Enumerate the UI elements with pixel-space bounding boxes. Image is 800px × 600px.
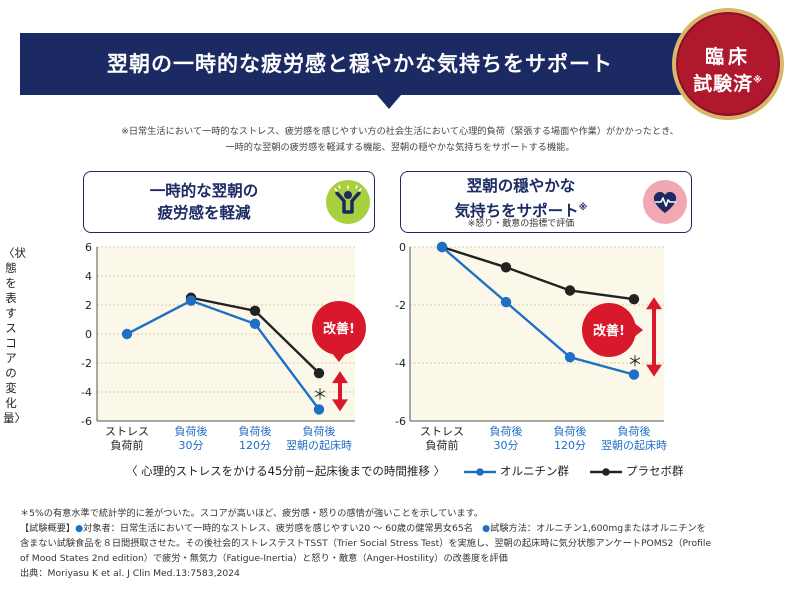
right-chart-y-tick-label: -4	[395, 357, 406, 370]
left-chart-x-tick-label: 負荷後翌朝の起床時	[286, 424, 352, 452]
right-chart-x-tick-label: ストレス負荷前	[420, 425, 464, 452]
seal-mark: ※	[753, 75, 763, 86]
left-chart-plot-background	[97, 247, 355, 421]
clinical-tested-seal: 臨床 試験済※	[672, 8, 784, 120]
right-chart-x-tick-label: 負荷後 120分	[554, 424, 587, 452]
right-chart-ornithine-point	[628, 369, 640, 380]
right-chart-placebo-point	[436, 241, 448, 253]
left-chart-y-tick-label: -6	[81, 415, 92, 428]
right-chart-ornithine-point	[500, 296, 512, 308]
banner-pointer	[377, 95, 401, 109]
left-chart-badge-pointer	[331, 352, 347, 362]
right-chart-improvement-badge	[582, 303, 636, 357]
seal-line1: 臨床	[704, 46, 751, 68]
left-chart-improvement-badge	[312, 301, 366, 355]
legend-ornithine-label: オルニチン群	[500, 464, 569, 478]
left-chart-y-tick-label: 6	[85, 241, 92, 254]
legend-placebo-swatch	[590, 468, 622, 476]
legend-ornithine-swatch	[464, 468, 496, 476]
footnote-summary-label: 【試験概要】	[20, 523, 76, 534]
left-card-title-line1: 一時的な翌朝の	[149, 182, 259, 200]
right-chart-placebo-point	[500, 262, 512, 273]
right-card-title-line2-wrap: 気持ちをサポート※	[421, 197, 621, 222]
right-card: 翌朝の穏やかな 気持ちをサポート※ ※怒り・敵意の指標で評価	[400, 171, 692, 233]
left-card-title-line2: 疲労感を軽減	[157, 204, 251, 222]
header-banner: 翌朝の一時的な疲労感と穏やかな気持ちをサポート	[20, 33, 700, 95]
right-chart-improvement-arrow-up	[646, 297, 662, 310]
right-chart-significance-star: ＊	[627, 353, 642, 371]
bullet-icon: ●	[75, 523, 84, 534]
left-chart-y-tick-label: 4	[85, 270, 92, 283]
right-chart-improvement-arrow-down	[646, 364, 662, 377]
right-card-title-line1: 翌朝の穏やかな	[466, 177, 576, 195]
right-chart-ornithine-point	[564, 352, 576, 363]
right-chart-x-tick-label: 負荷後翌朝の起床時	[601, 424, 667, 452]
heart-pulse-icon	[643, 180, 687, 224]
footnote-line4: of Mood States 2nd edition）で疲労・無気力（Fatig…	[20, 553, 508, 564]
left-chart-y-tick-label: -2	[81, 357, 92, 370]
function-note: ※日常生活において一時的なストレス、疲労感を感じやすい方の社会生活において心理的…	[20, 124, 780, 156]
left-chart-ornithine-point	[249, 318, 261, 330]
legend-ornithine: オルニチン群	[464, 463, 569, 479]
left-chart-ornithine-point	[121, 328, 133, 340]
right-chart-ornithine-line	[441, 246, 635, 376]
timeline-label: 〈 心理的ストレスをかける45分前~起床後までの時間推移 〉	[126, 464, 446, 478]
footnote-source: 出典：Moriyasu K et al. J Clin Med.13:7583,…	[20, 568, 240, 579]
footnote-line1: ＊5%の有意水準で統計学的に差がついた。スコアが高いほど、疲労感・怒りの感情が強…	[20, 508, 484, 519]
right-chart-y-tick-label: -6	[395, 415, 406, 428]
legend-placebo-label: プラセボ群	[626, 464, 684, 478]
left-chart-ornithine-line	[126, 299, 320, 411]
right-chart-badge-label: 改善!	[593, 323, 625, 339]
y-axis-title: 〈状態を表すスコアの変化量〉	[3, 246, 26, 425]
right-card-subtitle: ※怒り・敵意の指標で評価	[467, 219, 575, 229]
left-chart-x-tick-label: ストレス負荷前	[105, 425, 149, 452]
footnotes: ＊5%の有意水準で統計学的に差がついた。スコアが高いほど、疲労感・怒りの感情が強…	[20, 506, 780, 581]
left-chart-improvement-arrow-down	[332, 399, 348, 412]
left-chart-badge-label: 改善!	[323, 321, 355, 337]
right-chart-badge-pointer	[633, 322, 643, 338]
left-chart-y-tick-label: 2	[85, 299, 92, 312]
legend-placebo: プラセボ群	[590, 463, 684, 479]
left-chart-ornithine-point	[313, 404, 325, 415]
left-chart-improvement-arrow-up	[332, 371, 348, 384]
left-chart-x-tick-label: 負荷後 30分	[175, 424, 208, 452]
left-chart-placebo-point	[185, 292, 197, 303]
right-chart-x-tick-label: 負荷後 30分	[490, 424, 523, 452]
left-chart-x-tick-label: 負荷後 120分	[239, 424, 272, 452]
seal-line2: 試験済※	[676, 69, 780, 96]
left-chart-y-tick-label: -4	[81, 386, 92, 399]
right-chart-placebo-point	[564, 285, 576, 296]
left-chart-significance-star: ＊	[312, 385, 327, 403]
left-chart-y-tick-label: 0	[85, 328, 92, 341]
right-chart-y-tick-label: 0	[399, 241, 406, 254]
right-chart-placebo-point	[628, 294, 640, 305]
right-chart-placebo-line	[441, 245, 635, 301]
right-card-mark: ※	[578, 203, 588, 213]
person-cheer-icon	[326, 180, 370, 224]
note-line2: 一時的な翌朝の疲労感を軽減する機能、翌朝の穏やかな気持ちをサポートする機能。	[225, 142, 575, 153]
left-chart-placebo-point	[249, 305, 261, 316]
right-chart-y-tick-label: -2	[395, 299, 406, 312]
legend-row: 〈 心理的ストレスをかける45分前~起床後までの時間推移 〉 オルニチン群 プラ…	[20, 461, 780, 481]
seal-line2-text: 試験済	[693, 73, 754, 95]
left-chart-ornithine-point	[185, 295, 197, 306]
footnote-line2: 【試験概要】●対象者：日常生活において一時的なストレス、疲労感を感じやすい20 …	[20, 521, 780, 536]
footnote-line3: 含まない試験食品を８日間摂取させた。その後社会的ストレステストTSST（Trie…	[20, 538, 712, 549]
left-chart-placebo-point	[313, 367, 325, 379]
banner-title: 翌朝の一時的な疲労感と穏やかな気持ちをサポート	[107, 52, 613, 76]
footnote-method: 試験方法：オルニチン1,600mgまたはオルニチンを	[490, 523, 706, 534]
bullet-icon: ●	[482, 523, 491, 534]
right-card-title-line2: 気持ちをサポート	[454, 202, 579, 221]
right-chart-plot-background	[410, 247, 664, 421]
left-card: 一時的な翌朝の 疲労感を軽減	[83, 171, 375, 233]
left-card-title: 一時的な翌朝の 疲労感を軽減	[104, 180, 304, 224]
right-card-title: 翌朝の穏やかな 気持ちをサポート※	[421, 175, 621, 222]
footnote-subjects: 対象者：日常生活において一時的なストレス、疲労感を感じやすい20 ～ 60歳の健…	[83, 523, 473, 534]
left-chart-placebo-line	[190, 296, 320, 375]
right-chart-ornithine-point	[436, 241, 448, 253]
note-line1: ※日常生活において一時的なストレス、疲労感を感じやすい方の社会生活において心理的…	[121, 126, 679, 137]
